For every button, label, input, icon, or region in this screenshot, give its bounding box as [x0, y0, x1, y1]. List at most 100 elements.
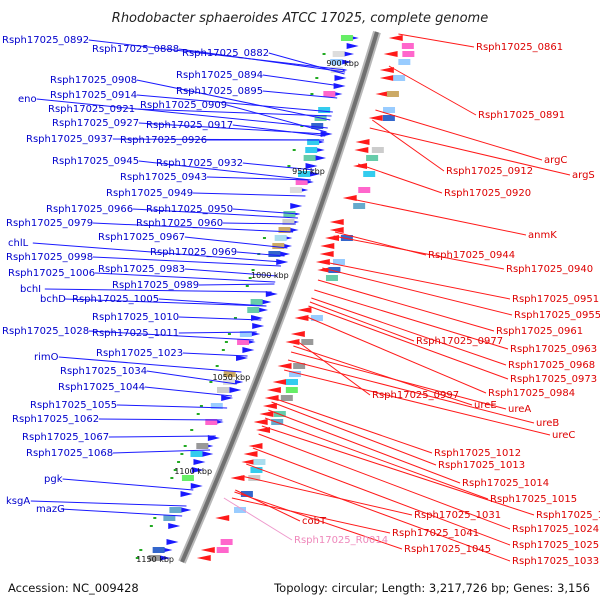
feature-block	[295, 179, 308, 185]
forward-leader-line	[92, 256, 282, 267]
forward-gene-label: mazG	[36, 504, 65, 515]
forward-gene-label: Rsph17025_1068	[26, 448, 113, 459]
reverse-gene-arrow	[383, 51, 398, 57]
feature-block	[353, 203, 366, 209]
forward-gene-label: rimO	[34, 352, 59, 363]
reverse-leader-line	[388, 65, 477, 116]
reverse-gene-arrow	[354, 147, 369, 153]
feature-block	[278, 227, 291, 233]
forward-leader-line	[232, 124, 326, 137]
feature-block	[247, 307, 260, 313]
reverse-leader-line	[375, 109, 543, 161]
forward-gene-arrow	[265, 291, 278, 297]
reverse-leader-line	[357, 163, 443, 194]
forward-gene-arrow	[193, 459, 206, 465]
reverse-gene-label: Rsph17025_0968	[508, 360, 595, 371]
reverse-gene-label: argS	[572, 170, 595, 181]
forward-gene-label: Rsph17025_1023	[96, 348, 183, 359]
feature-block	[250, 299, 263, 305]
reverse-gene-label: Rsph17025_0997	[372, 390, 459, 401]
gene-tick-marker	[315, 77, 319, 79]
feature-block	[163, 515, 176, 521]
feature-tracks	[135, 35, 415, 561]
gene-tick-marker	[251, 269, 255, 271]
feature-block	[398, 59, 411, 65]
forward-gene-arrow	[252, 323, 265, 329]
feature-block	[323, 91, 336, 97]
feature-block	[340, 235, 353, 241]
feature-block	[305, 147, 318, 153]
forward-leader-line	[30, 500, 187, 507]
gene-tick-marker	[209, 381, 213, 383]
gene-tick-marker	[300, 125, 304, 127]
gene-tick-marker	[233, 317, 237, 319]
gene-tick-marker	[139, 549, 143, 551]
feature-block	[371, 147, 384, 153]
reverse-leader-line	[252, 447, 511, 546]
forward-gene-arrow	[236, 355, 249, 361]
reverse-gene-arrow	[355, 139, 370, 145]
feature-block	[148, 555, 161, 561]
reverse-leader-line	[308, 305, 509, 380]
forward-gene-label: Rsph17025_0882	[182, 48, 269, 59]
reverse-gene-label: Rsph17025_1015	[490, 494, 577, 505]
reverse-leader-line	[231, 497, 391, 534]
gene-tick-marker	[153, 517, 157, 519]
rna-leader-line	[223, 497, 293, 541]
kbp-tick-label: 1100 kbp	[174, 467, 212, 476]
forward-gene-arrow	[158, 555, 171, 561]
forward-leader-line	[226, 104, 327, 133]
reverse-gene-label: Rsph17025_1016	[536, 510, 600, 521]
reverse-gene-arrow	[329, 219, 344, 225]
reverse-leader-line	[309, 301, 415, 342]
reverse-gene-label: Rsph17025_0951	[512, 294, 599, 305]
forward-leader-line	[94, 272, 276, 283]
forward-leader-line	[158, 298, 267, 307]
forward-leader-line	[134, 108, 332, 117]
forward-gene-label: Rsph17025_0895	[176, 86, 263, 97]
feature-block	[301, 339, 314, 345]
forward-gene-label: Rsph17025_0979	[6, 218, 93, 229]
feature-block	[253, 459, 266, 465]
forward-leader-line	[136, 94, 333, 113]
reverse-gene-arrow	[200, 547, 215, 553]
forward-gene-label: Rsph17025_1006	[8, 268, 95, 279]
reverse-leader-line	[268, 409, 461, 484]
forward-leader-line	[62, 478, 194, 491]
feature-block	[293, 363, 306, 369]
forward-gene-label: Rsph17025_1067	[22, 432, 109, 443]
reverse-gene-label: Rsph17025_0973	[510, 374, 597, 385]
reverse-gene-label: Rsph17025_1025	[512, 540, 599, 551]
forward-leader-line	[36, 98, 328, 129]
forward-gene-label: ksgA	[6, 496, 30, 507]
feature-block	[282, 219, 295, 225]
feature-block	[285, 387, 298, 393]
forward-gene-label: Rsph17025_0894	[176, 70, 263, 81]
reverse-gene-label: Rsph17025_0944	[428, 250, 515, 261]
forward-gene-label: Rsph17025_0950	[146, 204, 233, 215]
forward-gene-arrow	[308, 171, 321, 177]
feature-block	[330, 67, 343, 73]
reverse-gene-arrow	[379, 67, 394, 73]
forward-gene-label: eno	[18, 94, 37, 105]
reverse-leader-line	[324, 261, 511, 300]
forward-gene-arrow	[191, 467, 204, 473]
feature-block	[366, 155, 379, 161]
feature-block	[307, 139, 320, 145]
reverse-gene-arrow	[256, 427, 271, 433]
feature-block	[239, 331, 252, 337]
reverse-leader-line	[372, 119, 445, 172]
forward-leader-line	[32, 242, 283, 263]
feature-block	[234, 507, 247, 513]
kbp-tick-labels: 900 kbp 950 kbp 1000 kbp 1050 kbp 1100 kbp 11…	[136, 59, 359, 564]
feature-block	[402, 51, 415, 57]
feature-block	[152, 547, 165, 553]
reverse-gene-arrow	[262, 403, 277, 409]
forward-gene-label: Rsph17025_1005	[72, 294, 159, 305]
feature-block	[289, 187, 302, 193]
gene-tick-marker	[245, 285, 249, 287]
kbp-tick-label: 1050 kbp	[213, 373, 251, 382]
feature-block	[216, 547, 229, 553]
reverse-gene-label: Rsph17025_1031	[414, 510, 501, 521]
feature-block	[181, 475, 194, 481]
